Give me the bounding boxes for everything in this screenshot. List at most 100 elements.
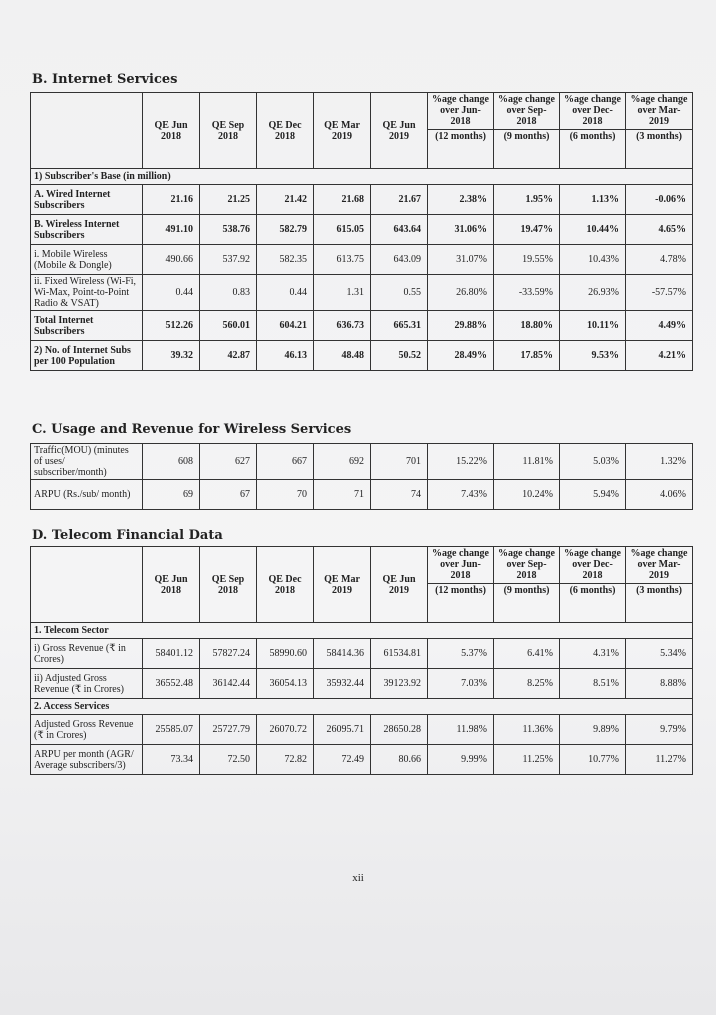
cell: 1.13% bbox=[559, 184, 626, 215]
header-cell: %age change over Jun-2018 (12 months) bbox=[427, 546, 494, 623]
cell: 26.93% bbox=[559, 274, 626, 311]
row-label: Total Internet Subscribers bbox=[30, 310, 143, 341]
header-cell: QE Jun 2019 bbox=[370, 546, 428, 623]
data-row: ARPU per month (AGR/ Average subscribers… bbox=[30, 744, 693, 775]
cell: 9.79% bbox=[625, 714, 693, 745]
group-row: 1. Telecom Sector bbox=[30, 622, 693, 639]
cell: 71 bbox=[313, 479, 371, 510]
header-row: QE Jun 2018 QE Sep 2018 QE Dec 2018 QE Mar … bbox=[30, 546, 693, 623]
cell: 0.55 bbox=[370, 274, 428, 311]
table: QE Jun 2018 QE Sep 2018 QE Dec 2018 QE Mar … bbox=[30, 92, 693, 371]
row-label: ii. Fixed Wireless (Wi-Fi, Wi-Max, Point… bbox=[30, 274, 143, 311]
cell: 490.66 bbox=[142, 244, 200, 275]
cell: 4.21% bbox=[625, 340, 693, 371]
header-period: (3 months) bbox=[626, 129, 692, 142]
cell: 4.65% bbox=[625, 214, 693, 245]
data-row: i. Mobile Wireless (Mobile & Dongle) 490.… bbox=[30, 244, 693, 275]
cell: 491.10 bbox=[142, 214, 200, 245]
cell: 692 bbox=[313, 443, 371, 480]
cell: 11.98% bbox=[427, 714, 494, 745]
cell: 604.21 bbox=[256, 310, 314, 341]
cell: 28.49% bbox=[427, 340, 494, 371]
table: Traffic(MOU) (minutes of uses/ subscribe… bbox=[30, 443, 693, 510]
cell: 6.41% bbox=[493, 638, 560, 669]
header-cell: %age change over Dec-2018 (6 months) bbox=[559, 546, 626, 623]
header-cell: %age change over Sep-2018 (9 months) bbox=[493, 92, 560, 169]
header-cell: QE Dec 2018 bbox=[256, 546, 314, 623]
cell: 9.53% bbox=[559, 340, 626, 371]
cell: 0.83 bbox=[199, 274, 257, 311]
cell: 80.66 bbox=[370, 744, 428, 775]
cell: 613.75 bbox=[313, 244, 371, 275]
header-text: %age change over Mar-2019 bbox=[630, 94, 688, 127]
cell: 1.31 bbox=[313, 274, 371, 311]
cell: 58414.36 bbox=[313, 638, 371, 669]
header-cell: %age change over Sep-2018 (9 months) bbox=[493, 546, 560, 623]
cell: 19.55% bbox=[493, 244, 560, 275]
cell: 42.87 bbox=[199, 340, 257, 371]
cell: -33.59% bbox=[493, 274, 560, 311]
data-row: A. Wired Internet Subscribers 21.16 21.25 2… bbox=[30, 184, 693, 215]
cell: 35932.44 bbox=[313, 668, 371, 699]
cell: 10.43% bbox=[559, 244, 626, 275]
header-period: (6 months) bbox=[560, 583, 625, 596]
row-label: B. Wireless Internet Subscribers bbox=[30, 214, 143, 245]
cell: 1.95% bbox=[493, 184, 560, 215]
cell: 4.49% bbox=[625, 310, 693, 341]
cell: 560.01 bbox=[199, 310, 257, 341]
header-cell: QE Sep 2018 bbox=[199, 546, 257, 623]
group-label: 1) Subscriber's Base (in million) bbox=[30, 168, 693, 185]
cell: 39.32 bbox=[142, 340, 200, 371]
row-label: i. Mobile Wireless (Mobile & Dongle) bbox=[30, 244, 143, 275]
header-cell: %age change over Mar-2019 (3 months) bbox=[625, 546, 693, 623]
data-row: Traffic(MOU) (minutes of uses/ subscribe… bbox=[30, 443, 693, 480]
data-row: B. Wireless Internet Subscribers 491.10 53… bbox=[30, 214, 693, 245]
cell: 512.26 bbox=[142, 310, 200, 341]
header-period: (3 months) bbox=[626, 583, 692, 596]
row-label: i) Gross Revenue (₹ in Crores) bbox=[30, 638, 143, 669]
cell: 608 bbox=[142, 443, 200, 480]
header-text: %age change over Dec-2018 bbox=[564, 548, 621, 581]
data-row: Adjusted Gross Revenue (₹ in Crores) 2558… bbox=[30, 714, 693, 745]
header-cell: QE Dec 2018 bbox=[256, 92, 314, 169]
table: QE Jun 2018 QE Sep 2018 QE Dec 2018 QE Mar … bbox=[30, 546, 693, 775]
cell: 4.06% bbox=[625, 479, 693, 510]
section-title: B. Internet Services bbox=[32, 72, 178, 87]
cell: 72.50 bbox=[199, 744, 257, 775]
cell: 4.31% bbox=[559, 638, 626, 669]
cell: 48.48 bbox=[313, 340, 371, 371]
cell: 46.13 bbox=[256, 340, 314, 371]
cell: 25727.79 bbox=[199, 714, 257, 745]
cell: 665.31 bbox=[370, 310, 428, 341]
cell: 18.80% bbox=[493, 310, 560, 341]
cell: 5.94% bbox=[559, 479, 626, 510]
header-cell: QE Jun 2018 bbox=[142, 546, 200, 623]
cell: 10.11% bbox=[559, 310, 626, 341]
cell: 25585.07 bbox=[142, 714, 200, 745]
row-label: A. Wired Internet Subscribers bbox=[30, 184, 143, 215]
header-cell: QE Mar 2019 bbox=[313, 546, 371, 623]
cell: 26.80% bbox=[427, 274, 494, 311]
cell: 667 bbox=[256, 443, 314, 480]
cell: 17.85% bbox=[493, 340, 560, 371]
cell: 1.32% bbox=[625, 443, 693, 480]
cell: 11.81% bbox=[493, 443, 560, 480]
cell: 74 bbox=[370, 479, 428, 510]
cell: 627 bbox=[199, 443, 257, 480]
header-cell: %age change over Dec-2018 (6 months) bbox=[559, 92, 626, 169]
data-row: i) Gross Revenue (₹ in Crores) 58401.12 57… bbox=[30, 638, 693, 669]
cell: 15.22% bbox=[427, 443, 494, 480]
row-label: Traffic(MOU) (minutes of uses/ subscribe… bbox=[30, 443, 143, 480]
cell: 11.36% bbox=[493, 714, 560, 745]
data-row: 2) No. of Internet Subs per 100 Populati… bbox=[30, 340, 693, 371]
data-row: Total Internet Subscribers 512.26 560.01 60… bbox=[30, 310, 693, 341]
cell: 636.73 bbox=[313, 310, 371, 341]
data-row: ii. Fixed Wireless (Wi-Fi, Wi-Max, Point… bbox=[30, 274, 693, 311]
cell: 72.49 bbox=[313, 744, 371, 775]
cell: -57.57% bbox=[625, 274, 693, 311]
data-row: ARPU (Rs./sub/ month) 69 67 70 71 74 7.43% 10.2… bbox=[30, 479, 693, 510]
cell: 538.76 bbox=[199, 214, 257, 245]
cell: 701 bbox=[370, 443, 428, 480]
